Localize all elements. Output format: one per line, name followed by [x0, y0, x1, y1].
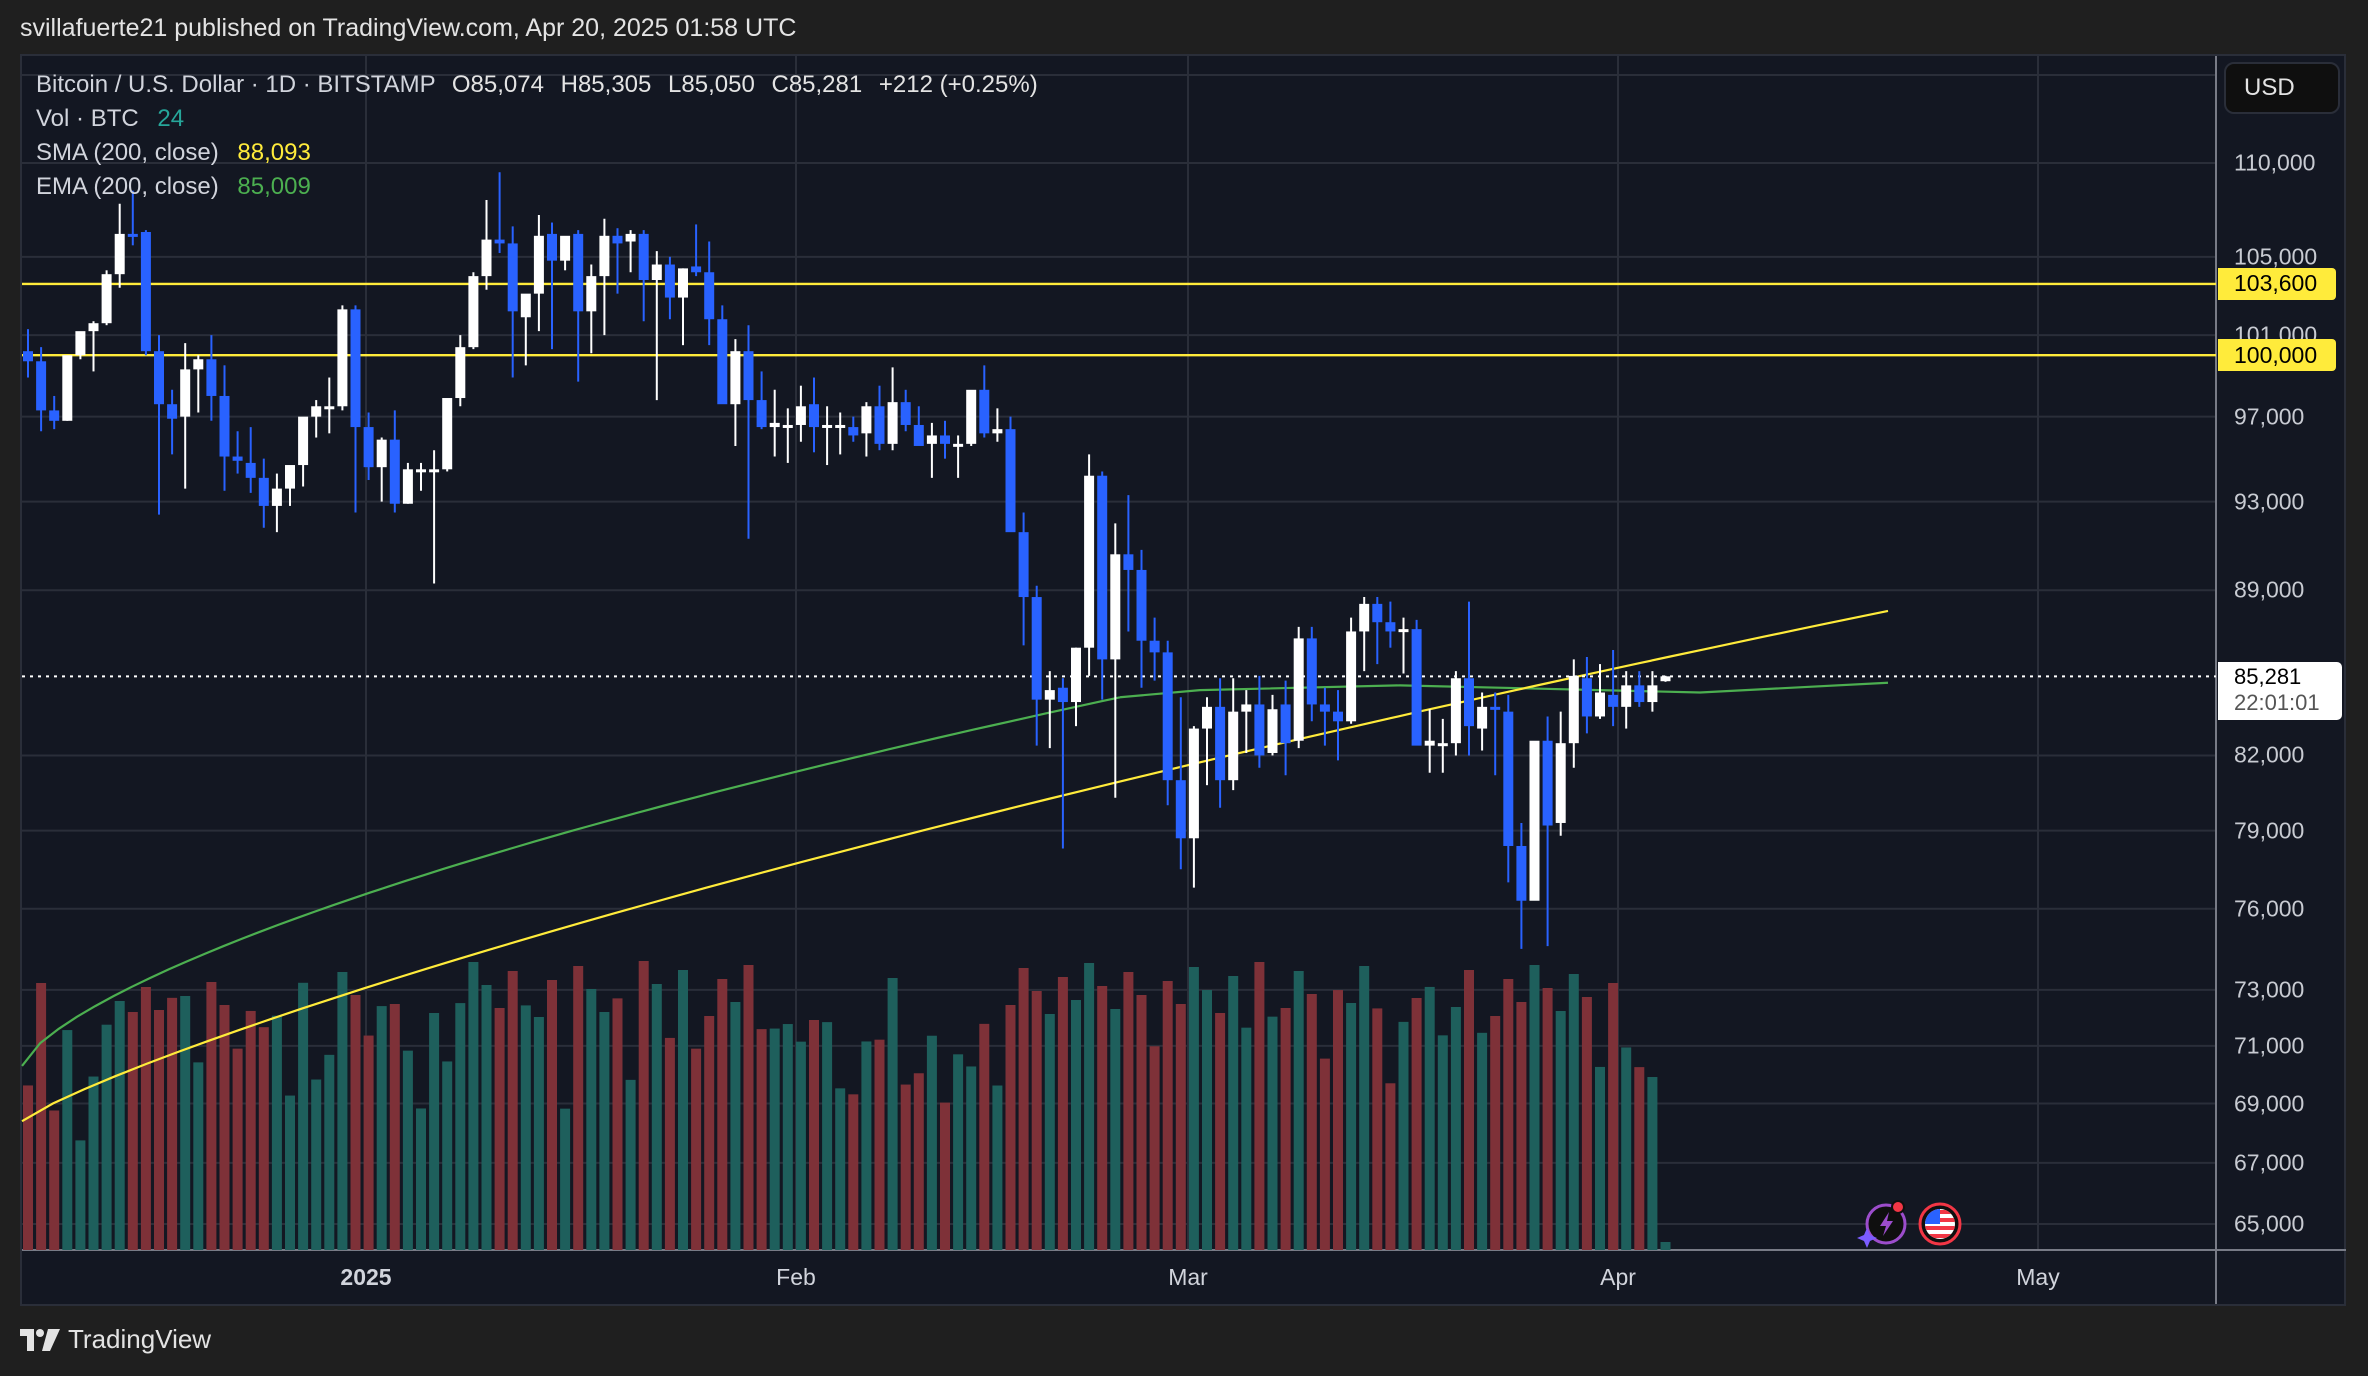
- tradingview-logo-icon: [20, 1328, 60, 1351]
- price-axis-label: 82,000: [2234, 741, 2305, 768]
- ema-value: 85,009: [237, 173, 311, 200]
- lightning-alert-icon[interactable]: [1856, 1198, 1912, 1255]
- price-axis-label: 73,000: [2234, 976, 2305, 1003]
- ema-row[interactable]: EMA (200, close) 85,009: [36, 170, 1038, 204]
- tradingview-logo-text: TradingView: [68, 1324, 212, 1354]
- time-axis-label: Feb: [776, 1264, 816, 1290]
- price-axis-label: 93,000: [2234, 488, 2305, 515]
- change-value: +212 (+0.25%): [878, 71, 1038, 98]
- price-axis-label: 105,000: [2234, 243, 2318, 270]
- volume-label: Vol · BTC: [36, 105, 139, 132]
- ema-label: EMA (200, close): [36, 173, 219, 200]
- last-price-value: 85,281: [2234, 664, 2302, 689]
- volume-value: 24: [157, 105, 185, 132]
- symbol-title[interactable]: Bitcoin / U.S. Dollar · 1D · BITSTAMP: [36, 71, 436, 98]
- open-value: O85,074: [451, 71, 544, 98]
- price-axis-label: 69,000: [2234, 1090, 2305, 1117]
- price-axis-label: 76,000: [2234, 895, 2305, 922]
- last-price-tag: 85,281 22:01:01: [2218, 662, 2342, 720]
- us-flag-icon[interactable]: [1918, 1202, 1962, 1251]
- level-price-tag: 103,600: [2218, 267, 2336, 300]
- volume-row[interactable]: Vol · BTC 24: [36, 102, 1038, 136]
- close-value: C85,281: [771, 71, 863, 98]
- publish-line: svillafuerte21 published on TradingView.…: [20, 14, 797, 42]
- price-axis-label: 79,000: [2234, 817, 2305, 844]
- level-price-tag: 100,000: [2218, 339, 2336, 372]
- bar-countdown: 22:01:01: [2234, 690, 2320, 715]
- chart-legend: Bitcoin / U.S. Dollar · 1D · BITSTAMP O8…: [36, 68, 1038, 204]
- tradingview-logo[interactable]: TradingView: [20, 1324, 211, 1355]
- time-axis-label: 2025: [340, 1264, 392, 1290]
- sma-row[interactable]: SMA (200, close) 88,093: [36, 136, 1038, 170]
- price-axis-label: 71,000: [2234, 1032, 2305, 1059]
- price-axis-label: 89,000: [2234, 576, 2305, 603]
- symbol-row: Bitcoin / U.S. Dollar · 1D · BITSTAMP O8…: [36, 68, 1038, 102]
- currency-button[interactable]: USD: [2224, 62, 2340, 114]
- high-value: H85,305: [560, 71, 652, 98]
- sma-label: SMA (200, close): [36, 139, 219, 166]
- price-axis-label: 65,000: [2234, 1210, 2305, 1237]
- price-axis-label: 110,000: [2234, 149, 2316, 176]
- price-axis-label: 67,000: [2234, 1149, 2305, 1176]
- time-axis-label: Mar: [1168, 1264, 1208, 1290]
- time-axis-label: May: [2016, 1264, 2060, 1290]
- price-axis-label: 97,000: [2234, 403, 2305, 430]
- time-axis-label: Apr: [1600, 1264, 1636, 1290]
- low-value: L85,050: [668, 71, 755, 98]
- sma-value: 88,093: [237, 139, 311, 166]
